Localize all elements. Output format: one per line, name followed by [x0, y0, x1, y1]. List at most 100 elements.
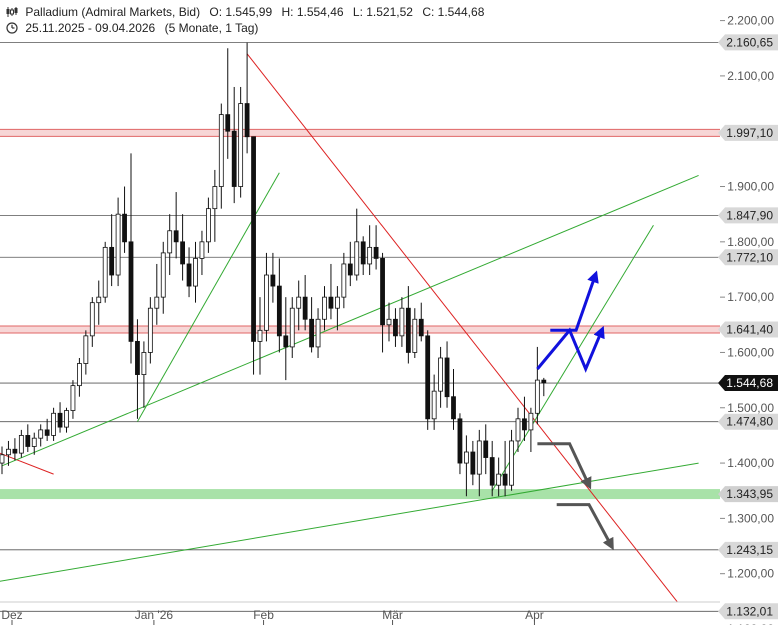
candle-body-up — [399, 307, 405, 337]
candle — [51, 407, 56, 441]
level-label: 1.772,10 — [726, 250, 773, 264]
candle-body-down — [405, 307, 411, 353]
candle-body-up — [496, 473, 502, 486]
close-value: 1.544,68 — [437, 5, 485, 19]
candle-body-up — [218, 114, 224, 187]
candle-body-up — [334, 296, 340, 309]
candle-body-up — [31, 437, 37, 447]
level-badge — [718, 207, 778, 224]
level-badge — [718, 541, 778, 558]
candle-body-down — [270, 274, 276, 287]
candle — [135, 319, 140, 419]
candle — [212, 169, 218, 242]
y-tick-label: 1.500,00 — [727, 401, 774, 415]
candle — [6, 440, 11, 466]
bearish-scenario-arrow — [556, 503, 614, 551]
candle — [373, 225, 379, 270]
candle-body-up — [412, 318, 418, 353]
candle — [296, 280, 302, 331]
candle-body-down — [302, 296, 308, 320]
candle-body-up — [509, 440, 514, 486]
candle — [102, 241, 108, 303]
candle — [463, 435, 469, 497]
candle — [393, 308, 398, 347]
candle — [154, 263, 160, 325]
candle — [25, 424, 31, 453]
bullish-scenario-arrow — [536, 325, 605, 373]
x-tick-label: Apr — [525, 608, 544, 622]
candle — [128, 153, 134, 364]
candle-body-down — [283, 335, 289, 348]
bearish-scenario-arrow — [537, 442, 592, 490]
level-label: 1.343,95 — [726, 487, 773, 501]
candle — [438, 346, 444, 408]
low-value: 1.521,52 — [366, 5, 413, 19]
y-tick-label: 1.600,00 — [727, 345, 774, 359]
candle-body-up — [199, 241, 205, 259]
level-label: 1.997,10 — [726, 126, 773, 140]
candle-body-up — [18, 435, 24, 454]
candles — [0, 42, 547, 497]
trendline — [1, 174, 699, 467]
candle — [515, 407, 521, 453]
candle — [276, 258, 282, 353]
candle — [528, 407, 534, 453]
candle-body-down — [470, 451, 476, 475]
candle — [270, 252, 276, 303]
candle — [44, 418, 50, 441]
candle — [141, 341, 147, 408]
level-label: 2.160,65 — [726, 35, 773, 49]
candle — [483, 424, 489, 475]
candle-body-down — [109, 246, 115, 276]
candle-body-down — [186, 263, 192, 287]
level-label: 1.474,80 — [726, 415, 773, 429]
candle — [147, 297, 153, 364]
candle-body-down — [347, 263, 353, 276]
high-label: H: — [281, 5, 294, 19]
candle — [534, 346, 540, 425]
candle-body-down — [225, 114, 231, 132]
candle-body-down — [122, 213, 127, 243]
candle-body-down — [373, 246, 379, 259]
candle-body-down — [457, 418, 463, 464]
candle — [451, 369, 456, 430]
candle — [231, 86, 237, 204]
candle-body-up — [96, 296, 102, 304]
candle — [489, 440, 495, 497]
candle-body-down — [309, 318, 315, 348]
candle-body-down — [57, 412, 63, 428]
candle-body-down — [425, 335, 431, 420]
candle-body-up — [154, 296, 160, 309]
candle-body-up — [167, 230, 173, 254]
candle — [302, 275, 308, 331]
candle — [38, 424, 44, 447]
candle-body-up — [463, 451, 469, 464]
candle-body-down — [173, 230, 179, 243]
y-tick-label: 1.200,00 — [727, 567, 774, 581]
candle-body-up — [64, 410, 69, 428]
candle — [444, 341, 450, 408]
candle-body-down — [328, 296, 334, 309]
candle — [205, 197, 211, 253]
candle — [347, 241, 353, 287]
candle — [412, 308, 418, 358]
candle — [257, 297, 263, 375]
trendline — [491, 224, 654, 491]
candle — [315, 308, 321, 358]
open-label: O: — [209, 5, 223, 19]
candle-body-down — [444, 357, 450, 398]
candle-body-up — [70, 385, 76, 411]
candle — [405, 286, 411, 364]
candle-body-up — [354, 241, 360, 276]
level-badge — [718, 321, 778, 338]
candle-body-down — [12, 448, 18, 454]
level-badge — [718, 34, 778, 51]
candle-body-down — [418, 318, 424, 337]
candle-body-up — [322, 296, 327, 320]
candle-body-up — [341, 263, 347, 298]
y-tick-label: 1.900,00 — [727, 180, 774, 194]
current-price-badge — [718, 375, 778, 392]
candle — [360, 236, 366, 276]
trendline — [246, 53, 679, 602]
